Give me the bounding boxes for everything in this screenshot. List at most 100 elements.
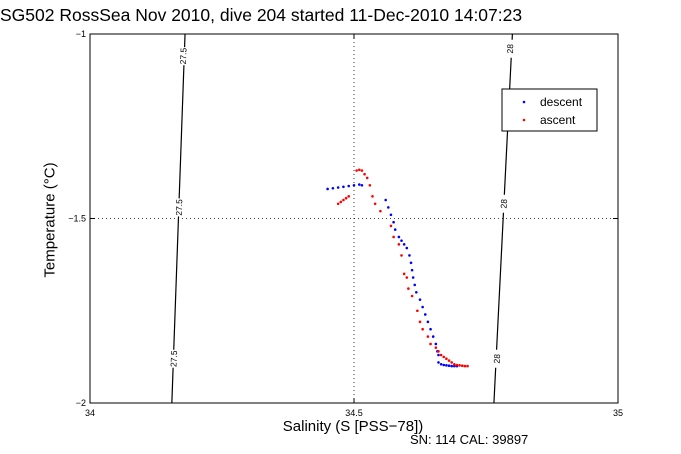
x-tick-label: 35 bbox=[613, 408, 623, 418]
ascent-point bbox=[339, 200, 343, 204]
ascent-point bbox=[460, 364, 464, 368]
descent-point bbox=[392, 220, 395, 224]
ascent-point bbox=[371, 195, 374, 198]
descent-point bbox=[360, 183, 364, 187]
descent-point bbox=[357, 183, 361, 186]
x-tick-label: 34.5 bbox=[345, 408, 363, 418]
descent-point bbox=[442, 363, 446, 367]
isopycnal-label-bg bbox=[178, 47, 189, 66]
ascent-point bbox=[379, 209, 382, 213]
ascent-point bbox=[397, 243, 401, 246]
isopycnal-label: 27.5 bbox=[168, 350, 179, 367]
ascent-point bbox=[407, 287, 410, 290]
ascent-point bbox=[336, 202, 340, 206]
legend-box bbox=[501, 88, 598, 132]
ascent-point bbox=[455, 363, 459, 367]
descent-point bbox=[347, 184, 351, 188]
descent-point bbox=[453, 364, 456, 368]
ascent-point bbox=[463, 364, 467, 368]
isopycnal-label-bg bbox=[174, 198, 185, 217]
legend-label-ascent: ascent bbox=[540, 113, 576, 127]
chart-title: SG502 RossSea Nov 2010, dive 204 started… bbox=[0, 5, 523, 25]
ascent-point bbox=[363, 172, 366, 176]
descent-point bbox=[400, 239, 403, 242]
descent-point bbox=[402, 243, 406, 246]
descent-point bbox=[415, 291, 418, 294]
y-tick-label: −2 bbox=[76, 398, 86, 408]
y-axis-ticks: −2 −1.5 −1 bbox=[68, 29, 618, 408]
ascent-point bbox=[418, 320, 422, 324]
isopycnal-label-bg bbox=[169, 349, 180, 368]
ascent-point bbox=[357, 168, 361, 172]
ascent-point bbox=[450, 361, 453, 364]
descent-point bbox=[439, 362, 443, 366]
ascent-point bbox=[437, 350, 440, 353]
descent-point bbox=[408, 254, 411, 257]
descent-point bbox=[437, 361, 440, 364]
descent-point bbox=[411, 276, 415, 279]
descent-point bbox=[450, 364, 453, 368]
descent-point bbox=[393, 228, 397, 231]
descent-point bbox=[423, 313, 427, 316]
descent-point bbox=[445, 364, 448, 367]
descent-point bbox=[326, 187, 329, 191]
descent-point bbox=[405, 246, 409, 250]
ascent-point bbox=[416, 309, 419, 313]
descent-point bbox=[431, 335, 435, 338]
descent-point bbox=[331, 186, 335, 190]
ascent-point bbox=[389, 224, 393, 228]
descent-point bbox=[384, 198, 387, 202]
descent-point bbox=[352, 183, 356, 187]
x-axis-label: Salinity (S [PSS−78]) bbox=[282, 418, 424, 435]
y-tick-label: −1 bbox=[76, 29, 86, 39]
descent-point bbox=[336, 186, 340, 189]
legend-label-descent: descent bbox=[540, 95, 583, 109]
descent-point bbox=[397, 235, 401, 239]
descent-point bbox=[429, 327, 432, 331]
ascent-point bbox=[373, 202, 377, 206]
ascent-point bbox=[442, 355, 446, 359]
isopycnal-label: 28 bbox=[499, 198, 509, 208]
ascent-point bbox=[355, 169, 358, 172]
ascent-point bbox=[405, 276, 409, 279]
descent-point bbox=[426, 320, 430, 324]
ascent-point bbox=[445, 357, 448, 361]
descent-point bbox=[437, 353, 440, 357]
ascent-point bbox=[434, 346, 438, 349]
ascent-point bbox=[402, 272, 406, 276]
ascent-point bbox=[453, 362, 456, 366]
isopycnal-lines: 27.5 27.5 27.5 28 28 28 bbox=[168, 33, 516, 404]
ascent-point bbox=[347, 195, 351, 198]
ascent-point bbox=[466, 364, 469, 368]
ascent-point bbox=[360, 169, 364, 172]
isopycnal-label-bg bbox=[499, 194, 510, 213]
ascent-point bbox=[342, 198, 345, 202]
y-tick-label: −1.5 bbox=[68, 214, 86, 224]
isopycnal-label: 28 bbox=[492, 353, 502, 363]
descent-point bbox=[413, 283, 417, 287]
descent-point bbox=[387, 206, 390, 209]
ascent-point bbox=[400, 254, 403, 257]
serial-calibration-text: SN: 114 CAL: 39897 bbox=[410, 432, 529, 447]
isopycnal-label-bg bbox=[505, 39, 516, 58]
ascent-point bbox=[426, 335, 430, 338]
isopycnal-label: 27.5 bbox=[178, 47, 189, 64]
ascent-point bbox=[410, 294, 414, 298]
ascent-point bbox=[368, 183, 372, 187]
legend-marker-ascent bbox=[522, 118, 526, 122]
descent-point bbox=[418, 298, 422, 301]
descent-point bbox=[410, 268, 414, 272]
isopycnal-label-bg bbox=[492, 349, 503, 368]
ascent-point bbox=[429, 342, 432, 346]
descent-point bbox=[421, 305, 424, 309]
descent-point bbox=[389, 213, 393, 217]
isopycnal-label: 27.5 bbox=[174, 199, 185, 216]
legend: descent ascent bbox=[501, 88, 598, 132]
descent-point bbox=[434, 342, 438, 346]
ascent-point bbox=[392, 235, 395, 239]
ascent-point bbox=[439, 353, 443, 357]
descent-point bbox=[409, 261, 413, 265]
x-tick-label: 34 bbox=[85, 408, 95, 418]
isopycnal-label: 28 bbox=[505, 43, 515, 53]
